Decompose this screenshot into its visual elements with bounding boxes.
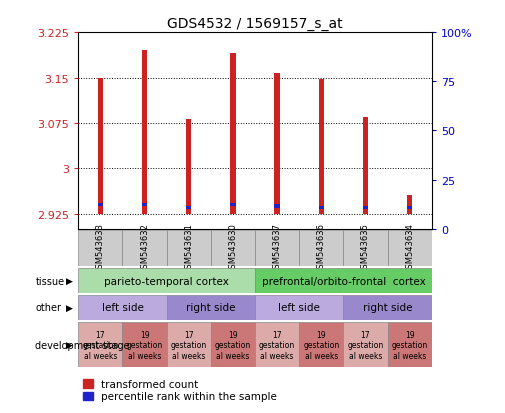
Bar	[211, 230, 255, 266]
Bar	[299, 322, 343, 368]
Bar	[407, 206, 412, 210]
Text: GSM543631: GSM543631	[184, 223, 193, 273]
Bar	[123, 322, 167, 368]
Bar	[186, 206, 191, 210]
Title: GDS4532 / 1569157_s_at: GDS4532 / 1569157_s_at	[167, 17, 343, 31]
Text: right side: right side	[186, 303, 236, 313]
Bar	[319, 80, 324, 214]
Bar	[167, 230, 211, 266]
Text: development stage: development stage	[35, 340, 130, 350]
Bar	[123, 230, 167, 266]
Bar	[363, 206, 368, 210]
Bar	[142, 203, 147, 207]
Text: prefrontal/orbito-frontal  cortex: prefrontal/orbito-frontal cortex	[262, 276, 425, 286]
Text: 17
gestation
al weeks: 17 gestation al weeks	[171, 330, 207, 360]
Bar	[167, 295, 255, 320]
Text: left side: left side	[278, 303, 320, 313]
Bar	[78, 268, 255, 293]
Text: ▶: ▶	[66, 303, 73, 312]
Text: 19
gestation
al weeks: 19 gestation al weeks	[215, 330, 251, 360]
Bar	[255, 268, 432, 293]
Text: GSM543636: GSM543636	[317, 223, 326, 274]
Text: tissue: tissue	[35, 276, 65, 286]
Text: 19
gestation
al weeks: 19 gestation al weeks	[303, 330, 339, 360]
Bar	[343, 230, 388, 266]
Bar	[78, 230, 123, 266]
Bar	[211, 322, 255, 368]
Bar	[255, 295, 343, 320]
Text: GSM543634: GSM543634	[405, 223, 414, 273]
Bar	[230, 54, 235, 214]
Text: GSM543637: GSM543637	[273, 223, 282, 274]
Bar	[388, 230, 432, 266]
Bar	[363, 118, 368, 214]
Bar	[255, 322, 299, 368]
Bar	[343, 295, 432, 320]
Bar	[407, 196, 412, 214]
Text: ▶: ▶	[66, 340, 73, 349]
Text: 19
gestation
al weeks: 19 gestation al weeks	[126, 330, 163, 360]
Text: GSM543633: GSM543633	[96, 223, 105, 274]
Text: 19
gestation
al weeks: 19 gestation al weeks	[391, 330, 428, 360]
Legend: transformed count, percentile rank within the sample: transformed count, percentile rank withi…	[83, 379, 277, 401]
Text: right side: right side	[363, 303, 413, 313]
Text: 17
gestation
al weeks: 17 gestation al weeks	[347, 330, 384, 360]
Text: 17
gestation
al weeks: 17 gestation al weeks	[82, 330, 119, 360]
Bar	[388, 322, 432, 368]
Bar	[299, 230, 343, 266]
Text: 17
gestation
al weeks: 17 gestation al weeks	[259, 330, 295, 360]
Bar	[230, 203, 235, 207]
Bar	[98, 78, 103, 214]
Text: ▶: ▶	[66, 276, 73, 285]
Bar	[275, 74, 280, 214]
Bar	[167, 322, 211, 368]
Text: parieto-temporal cortex: parieto-temporal cortex	[104, 276, 229, 286]
Bar	[78, 322, 123, 368]
Text: GSM543632: GSM543632	[140, 223, 149, 273]
Bar	[319, 206, 324, 210]
Text: left side: left side	[102, 303, 143, 313]
Text: other: other	[35, 303, 61, 313]
Bar	[98, 203, 103, 207]
Bar	[142, 51, 147, 214]
Bar	[275, 204, 280, 208]
Bar	[186, 119, 191, 214]
Text: GSM543630: GSM543630	[228, 223, 237, 273]
Bar	[78, 295, 167, 320]
Bar	[343, 322, 388, 368]
Bar	[255, 230, 299, 266]
Text: GSM543635: GSM543635	[361, 223, 370, 273]
